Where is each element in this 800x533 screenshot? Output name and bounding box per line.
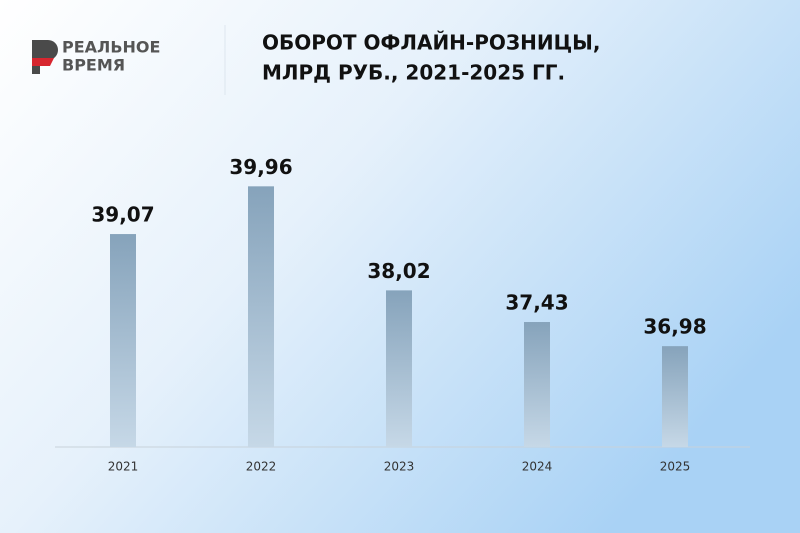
x-tick-label: 2022: [246, 460, 277, 474]
x-tick-label: 2024: [522, 460, 553, 474]
x-tick-label: 2025: [660, 460, 691, 474]
brand-line: ВРЕМЯ: [62, 56, 125, 75]
x-tick-label: 2021: [108, 460, 139, 474]
bar: [110, 234, 136, 447]
x-tick-label: 2023: [384, 460, 415, 474]
logo: [32, 40, 58, 74]
value-label: 39,96: [229, 155, 292, 179]
value-label: 39,07: [91, 203, 154, 227]
chart-title: МЛРД РУБ., 2021-2025 ГГ.: [262, 61, 565, 85]
value-label: 36,98: [643, 315, 706, 339]
bar: [662, 346, 688, 447]
value-label: 37,43: [505, 291, 568, 315]
bar: [524, 322, 550, 447]
value-label: 38,02: [367, 259, 430, 283]
bar: [386, 290, 412, 447]
bar: [248, 186, 274, 447]
chart-title: ОБОРОТ ОФЛАЙН-РОЗНИЦЫ,: [262, 31, 600, 55]
brand-line: РЕАЛЬНОЕ: [62, 38, 160, 57]
